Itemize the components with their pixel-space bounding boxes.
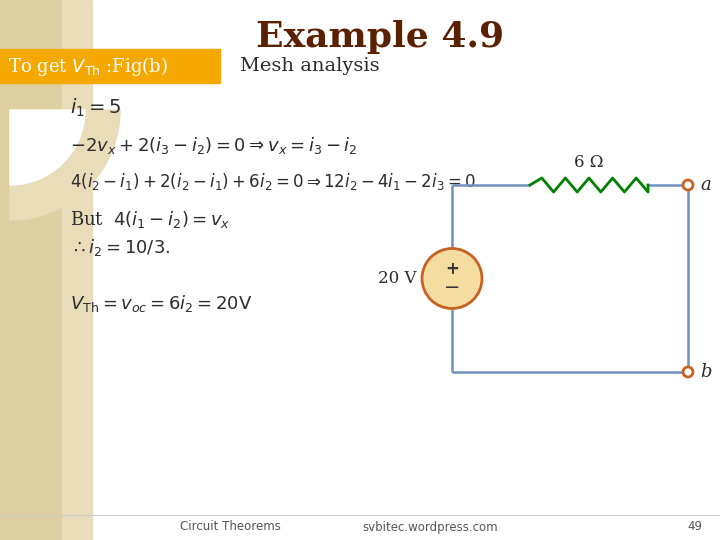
- Text: But  $4(i_1 - i_2) = v_x$: But $4(i_1 - i_2) = v_x$: [70, 210, 230, 231]
- Text: 6 Ω: 6 Ω: [575, 154, 604, 171]
- Text: Mesh analysis: Mesh analysis: [240, 57, 379, 75]
- Bar: [0, 49, 220, 83]
- Circle shape: [683, 367, 693, 377]
- Text: To get $\mathit{V}_\mathrm{Th}$ :Fig(b): To get $\mathit{V}_\mathrm{Th}$ :Fig(b): [8, 55, 168, 78]
- Text: −: −: [444, 278, 460, 297]
- Wedge shape: [10, 110, 85, 185]
- Text: svbitec.wordpress.com: svbitec.wordpress.com: [362, 521, 498, 534]
- Bar: [62, 0, 92, 540]
- Text: $i_1 = 5$: $i_1 = 5$: [70, 97, 122, 119]
- Text: 49: 49: [688, 521, 703, 534]
- Text: $-2v_x + 2(i_3 - i_2) = 0 \Rightarrow v_x = i_3 - i_2$: $-2v_x + 2(i_3 - i_2) = 0 \Rightarrow v_…: [70, 136, 358, 157]
- Text: 20 V: 20 V: [378, 270, 416, 287]
- Circle shape: [422, 248, 482, 308]
- Text: Circuit Theorems: Circuit Theorems: [179, 521, 280, 534]
- Wedge shape: [10, 110, 120, 220]
- Text: +: +: [445, 260, 459, 279]
- Text: a: a: [700, 176, 711, 194]
- Circle shape: [683, 180, 693, 190]
- Text: Example 4.9: Example 4.9: [256, 20, 504, 54]
- Bar: [0, 0, 62, 540]
- Text: b: b: [700, 363, 711, 381]
- Text: $\therefore i_2 = 10/3.$: $\therefore i_2 = 10/3.$: [70, 238, 170, 259]
- Text: $V_\mathrm{Th} = v_{oc} = 6i_2 = 20\mathrm{V}$: $V_\mathrm{Th} = v_{oc} = 6i_2 = 20\math…: [70, 293, 253, 314]
- Text: $4(i_2 - i_1) + 2(i_2 - i_1) + 6i_2 = 0 \Rightarrow 12i_2 - 4i_1 - 2i_3 = 0$: $4(i_2 - i_1) + 2(i_2 - i_1) + 6i_2 = 0 …: [70, 172, 476, 192]
